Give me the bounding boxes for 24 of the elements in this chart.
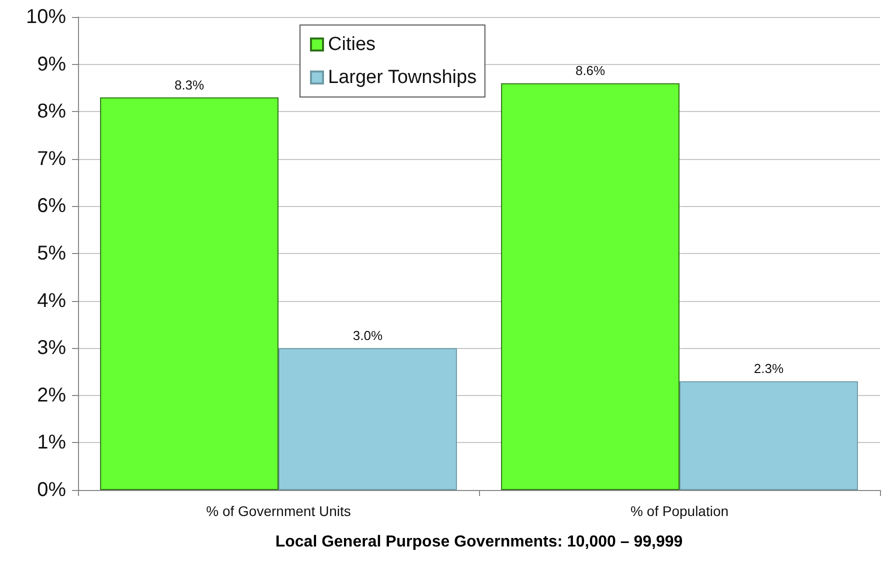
data-label: 3.0%	[352, 328, 383, 344]
y-tick-label: 4%	[37, 290, 66, 312]
y-tick-label: 9%	[37, 53, 66, 76]
y-tick-label: 7%	[37, 148, 66, 170]
y-tick-label: 6%	[37, 195, 66, 218]
y-tick-label: 2%	[37, 384, 66, 406]
bar	[680, 381, 858, 490]
bar	[278, 348, 457, 490]
x-tick-label: % of Government Units	[206, 503, 351, 519]
y-tick-label: 1%	[37, 432, 66, 454]
y-tick-label: 5%	[37, 242, 66, 264]
x-tick-label: % of Population	[630, 503, 729, 519]
bar	[100, 97, 278, 490]
y-tick-label: 10%	[26, 6, 66, 28]
y-tick-label: 0%	[37, 479, 66, 501]
y-tick-label: 8%	[37, 100, 66, 123]
data-label: 8.6%	[575, 63, 606, 78]
bar	[501, 83, 680, 490]
data-label: 2.3%	[754, 361, 784, 376]
x-axis-title: Local General Purpose Governments: 10,000 – 99,999	[275, 534, 683, 550]
data-label: 8.3%	[174, 77, 205, 92]
legend-label: Cities	[328, 34, 376, 55]
y-tick-label: 3%	[37, 337, 66, 360]
legend-label: Larger Townships	[328, 67, 477, 88]
